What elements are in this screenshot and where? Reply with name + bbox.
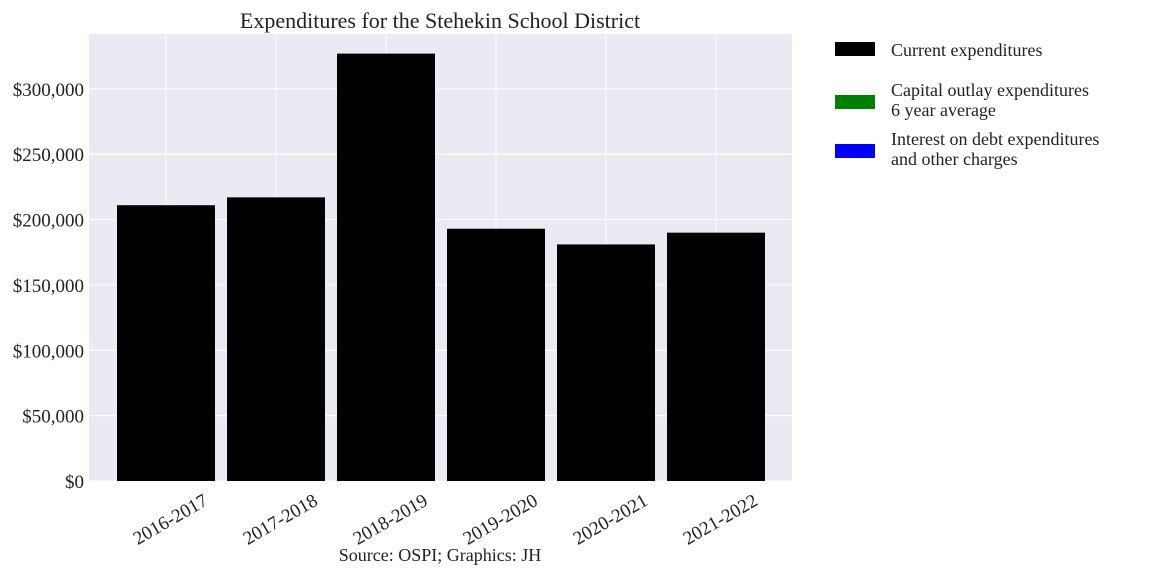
y-tick-label: $150,000 [13,276,84,297]
bar [557,244,655,481]
x-tick-label: 2018-2019 [350,490,432,549]
y-tick-label: $300,000 [13,80,84,101]
bar [227,197,325,481]
legend-swatch [835,144,875,158]
legend-swatch [835,42,875,56]
y-tick-label: $50,000 [22,407,84,428]
chart-title: Expenditures for the Stehekin School Dis… [240,8,640,33]
bar [667,232,765,481]
bar [337,53,435,482]
legend-label: Capital outlay expenditures [891,80,1089,100]
legend: Current expenditures Capital outlay expen… [835,40,1099,169]
legend-label: 6 year average [891,100,996,120]
x-axis-ticks: 2016-2017 2017-2018 2018-2019 2019-2020 2020… [130,490,762,549]
legend-swatch [835,95,875,109]
source-caption: Source: OSPI; Graphics: JH [339,545,541,565]
y-tick-label: $0 [65,472,84,493]
y-tick-label: $100,000 [13,341,84,362]
x-tick-label: 2021-2022 [680,490,762,549]
bars [117,53,765,482]
y-tick-label: $200,000 [13,211,84,232]
bar [447,228,545,481]
legend-label: Current expenditures [891,40,1042,60]
x-tick-label: 2020-2021 [570,490,652,549]
x-tick-label: 2019-2020 [460,490,542,549]
x-tick-label: 2016-2017 [130,490,212,549]
y-tick-label: $250,000 [13,145,84,166]
bar [117,205,215,481]
x-tick-label: 2017-2018 [240,490,322,549]
legend-label: Interest on debt expenditures [891,129,1099,149]
y-axis-ticks: $0 $50,000 $100,000 $150,000 $200,000 $250,00… [13,80,84,493]
legend-label: and other charges [891,149,1018,169]
